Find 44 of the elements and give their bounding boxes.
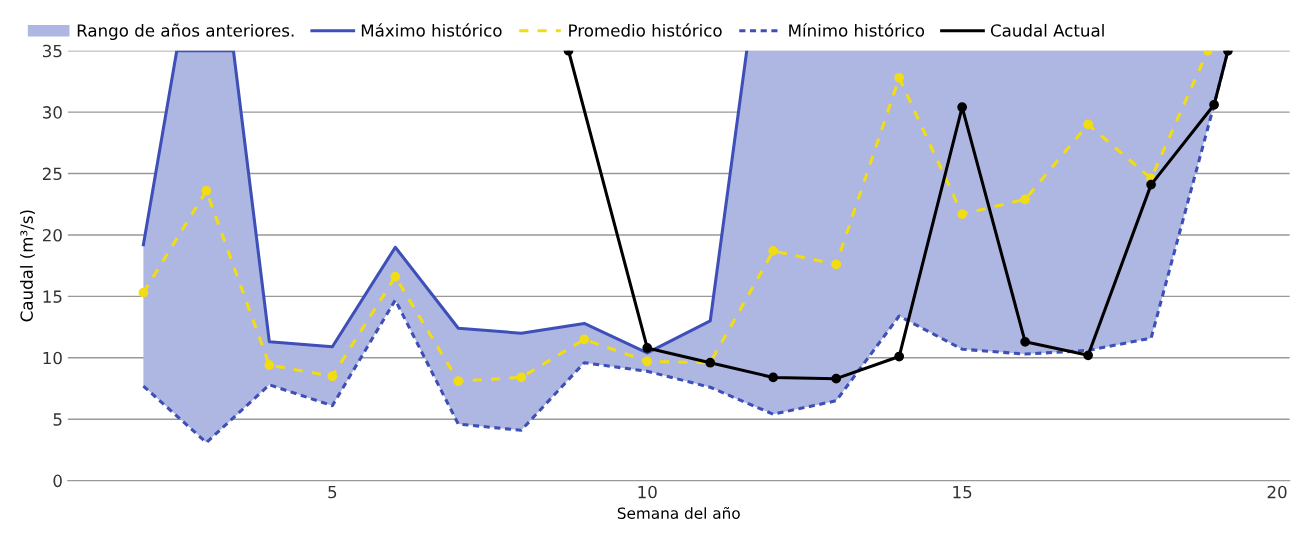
legend-label: Rango de años anteriores. [77,23,294,41]
point [831,373,842,384]
point [894,72,905,83]
point [768,246,779,256]
x-tick-label: 10 [638,485,657,499]
point [516,372,527,383]
point [957,209,968,219]
x-tick-label: 20 [1267,485,1287,499]
y-tick-label: 30 [43,106,62,119]
point [1020,336,1030,347]
line-series [141,50,749,355]
y-tick-label: 5 [53,413,62,426]
y-tick-label: 15 [43,290,62,303]
point [201,185,212,196]
point [1146,179,1156,190]
y-tick-label: 25 [42,167,62,181]
point [642,343,653,353]
point [1083,119,1093,130]
y-tick-label: 0 [53,474,62,488]
x-axis-title: Semana del año [617,506,740,519]
point [453,376,464,386]
point [831,259,842,270]
point [390,271,401,282]
point [642,356,653,367]
point [894,351,905,362]
legend-label: Caudal Actual [990,23,1104,37]
point [1209,99,1219,110]
point [579,334,590,345]
legend-label: Máximo histórico [361,23,502,37]
point [957,102,968,113]
point [327,371,338,382]
point [138,287,149,298]
x-tick-label: 15 [953,485,972,499]
y-axis-title: Caudal (m³/s) [20,210,35,322]
point [1083,350,1093,361]
legend-label: Mínimo histórico [789,23,925,37]
x-tick-label: 5 [328,485,337,499]
y-tick-label: 35 [43,44,62,58]
point [768,372,779,383]
point [1020,194,1030,205]
legend-label: Promedio histórico [569,23,722,37]
y-tick-label: 10 [43,351,62,365]
y-tick-label: 20 [42,228,62,242]
point [264,360,275,371]
